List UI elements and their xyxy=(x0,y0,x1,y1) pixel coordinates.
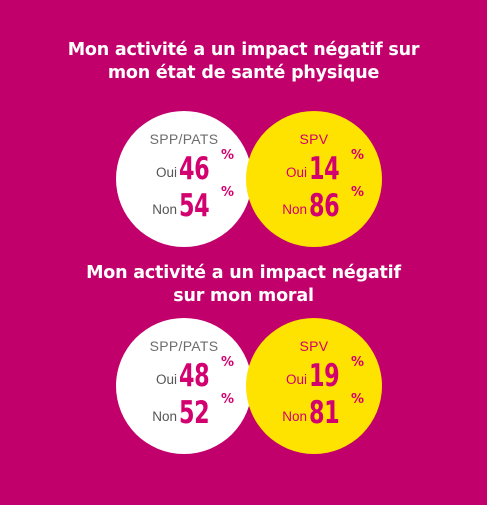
percent-sign: % xyxy=(221,355,235,370)
chart-1-spv-oui-value: 14 xyxy=(309,151,340,187)
percent-sign: % xyxy=(351,392,365,407)
chart-1-spv-non-label: Non xyxy=(282,202,307,217)
chart-2-spv-non-row: Non 81 % xyxy=(246,390,382,430)
chart-2-title: Mon activité a un impact négatif sur mon… xyxy=(0,262,487,308)
chart-1-title-line-2: mon état de santé physique xyxy=(107,63,380,83)
chart-1-spp-pats-non-row: Non 54 % xyxy=(116,183,252,223)
chart-2-spp-pats-oui-value: 48 xyxy=(179,358,210,394)
percent-sign: % xyxy=(221,148,235,163)
chart-2-spv-oui-row: Oui 19 % xyxy=(246,353,382,393)
chart-1-title-line-1: Mon activité a un impact négatif sur xyxy=(67,40,420,60)
chart-2-spv-oui-value: 19 xyxy=(309,358,340,394)
chart-1-spp-pats-oui-label: Oui xyxy=(155,165,177,180)
chart-1-spp-pats-oui-value: 46 xyxy=(179,151,210,187)
chart-2-title-line-1: Mon activité a un impact négatif xyxy=(86,263,401,283)
percent-sign: % xyxy=(221,392,235,407)
chart-2-spp-pats-label: SPP/PATS xyxy=(149,338,219,354)
percent-sign: % xyxy=(351,185,365,200)
chart-1-spp-pats-non-label: Non xyxy=(152,202,177,217)
chart-1-spv-oui-row: Oui 14 % xyxy=(246,146,382,186)
chart-1-spp-pats-label: SPP/PATS xyxy=(149,131,219,147)
chart-2-spv-circle: SPV Oui 19 % Non 81 % xyxy=(246,318,382,454)
chart-1-spp-pats-oui-row: Oui 46 % xyxy=(116,146,252,186)
percent-sign: % xyxy=(221,185,235,200)
chart-2-spv-oui-label: Oui xyxy=(285,372,307,387)
chart-1-spv-oui-label: Oui xyxy=(285,165,307,180)
chart-1-title: Mon activité a un impact négatif sur mon… xyxy=(0,39,487,85)
chart-2-spp-pats-circle: SPP/PATS Oui 48 % Non 52 % xyxy=(116,318,252,454)
chart-1-spp-pats-non-value: 54 xyxy=(179,188,210,224)
chart-2-spv-label: SPV xyxy=(299,338,329,354)
chart-2-spp-pats-non-row: Non 52 % xyxy=(116,390,252,430)
percent-sign: % xyxy=(351,355,365,370)
chart-2-spv-non-value: 81 xyxy=(309,395,340,431)
chart-1-spv-label: SPV xyxy=(299,131,329,147)
chart-1-spv-non-row: Non 86 % xyxy=(246,183,382,223)
chart-1-spv-non-value: 86 xyxy=(309,188,340,224)
chart-2-spp-pats-non-value: 52 xyxy=(179,395,210,431)
chart-2-spp-pats-oui-row: Oui 48 % xyxy=(116,353,252,393)
chart-2-spp-pats-non-label: Non xyxy=(152,409,177,424)
chart-2-title-line-2: sur mon moral xyxy=(173,286,314,306)
chart-2-spp-pats-oui-label: Oui xyxy=(155,372,177,387)
chart-1-spv-circle: SPV Oui 14 % Non 86 % xyxy=(246,111,382,247)
percent-sign: % xyxy=(351,148,365,163)
chart-2-spv-non-label: Non xyxy=(282,409,307,424)
chart-1-spp-pats-circle: SPP/PATS Oui 46 % Non 54 % xyxy=(116,111,252,247)
